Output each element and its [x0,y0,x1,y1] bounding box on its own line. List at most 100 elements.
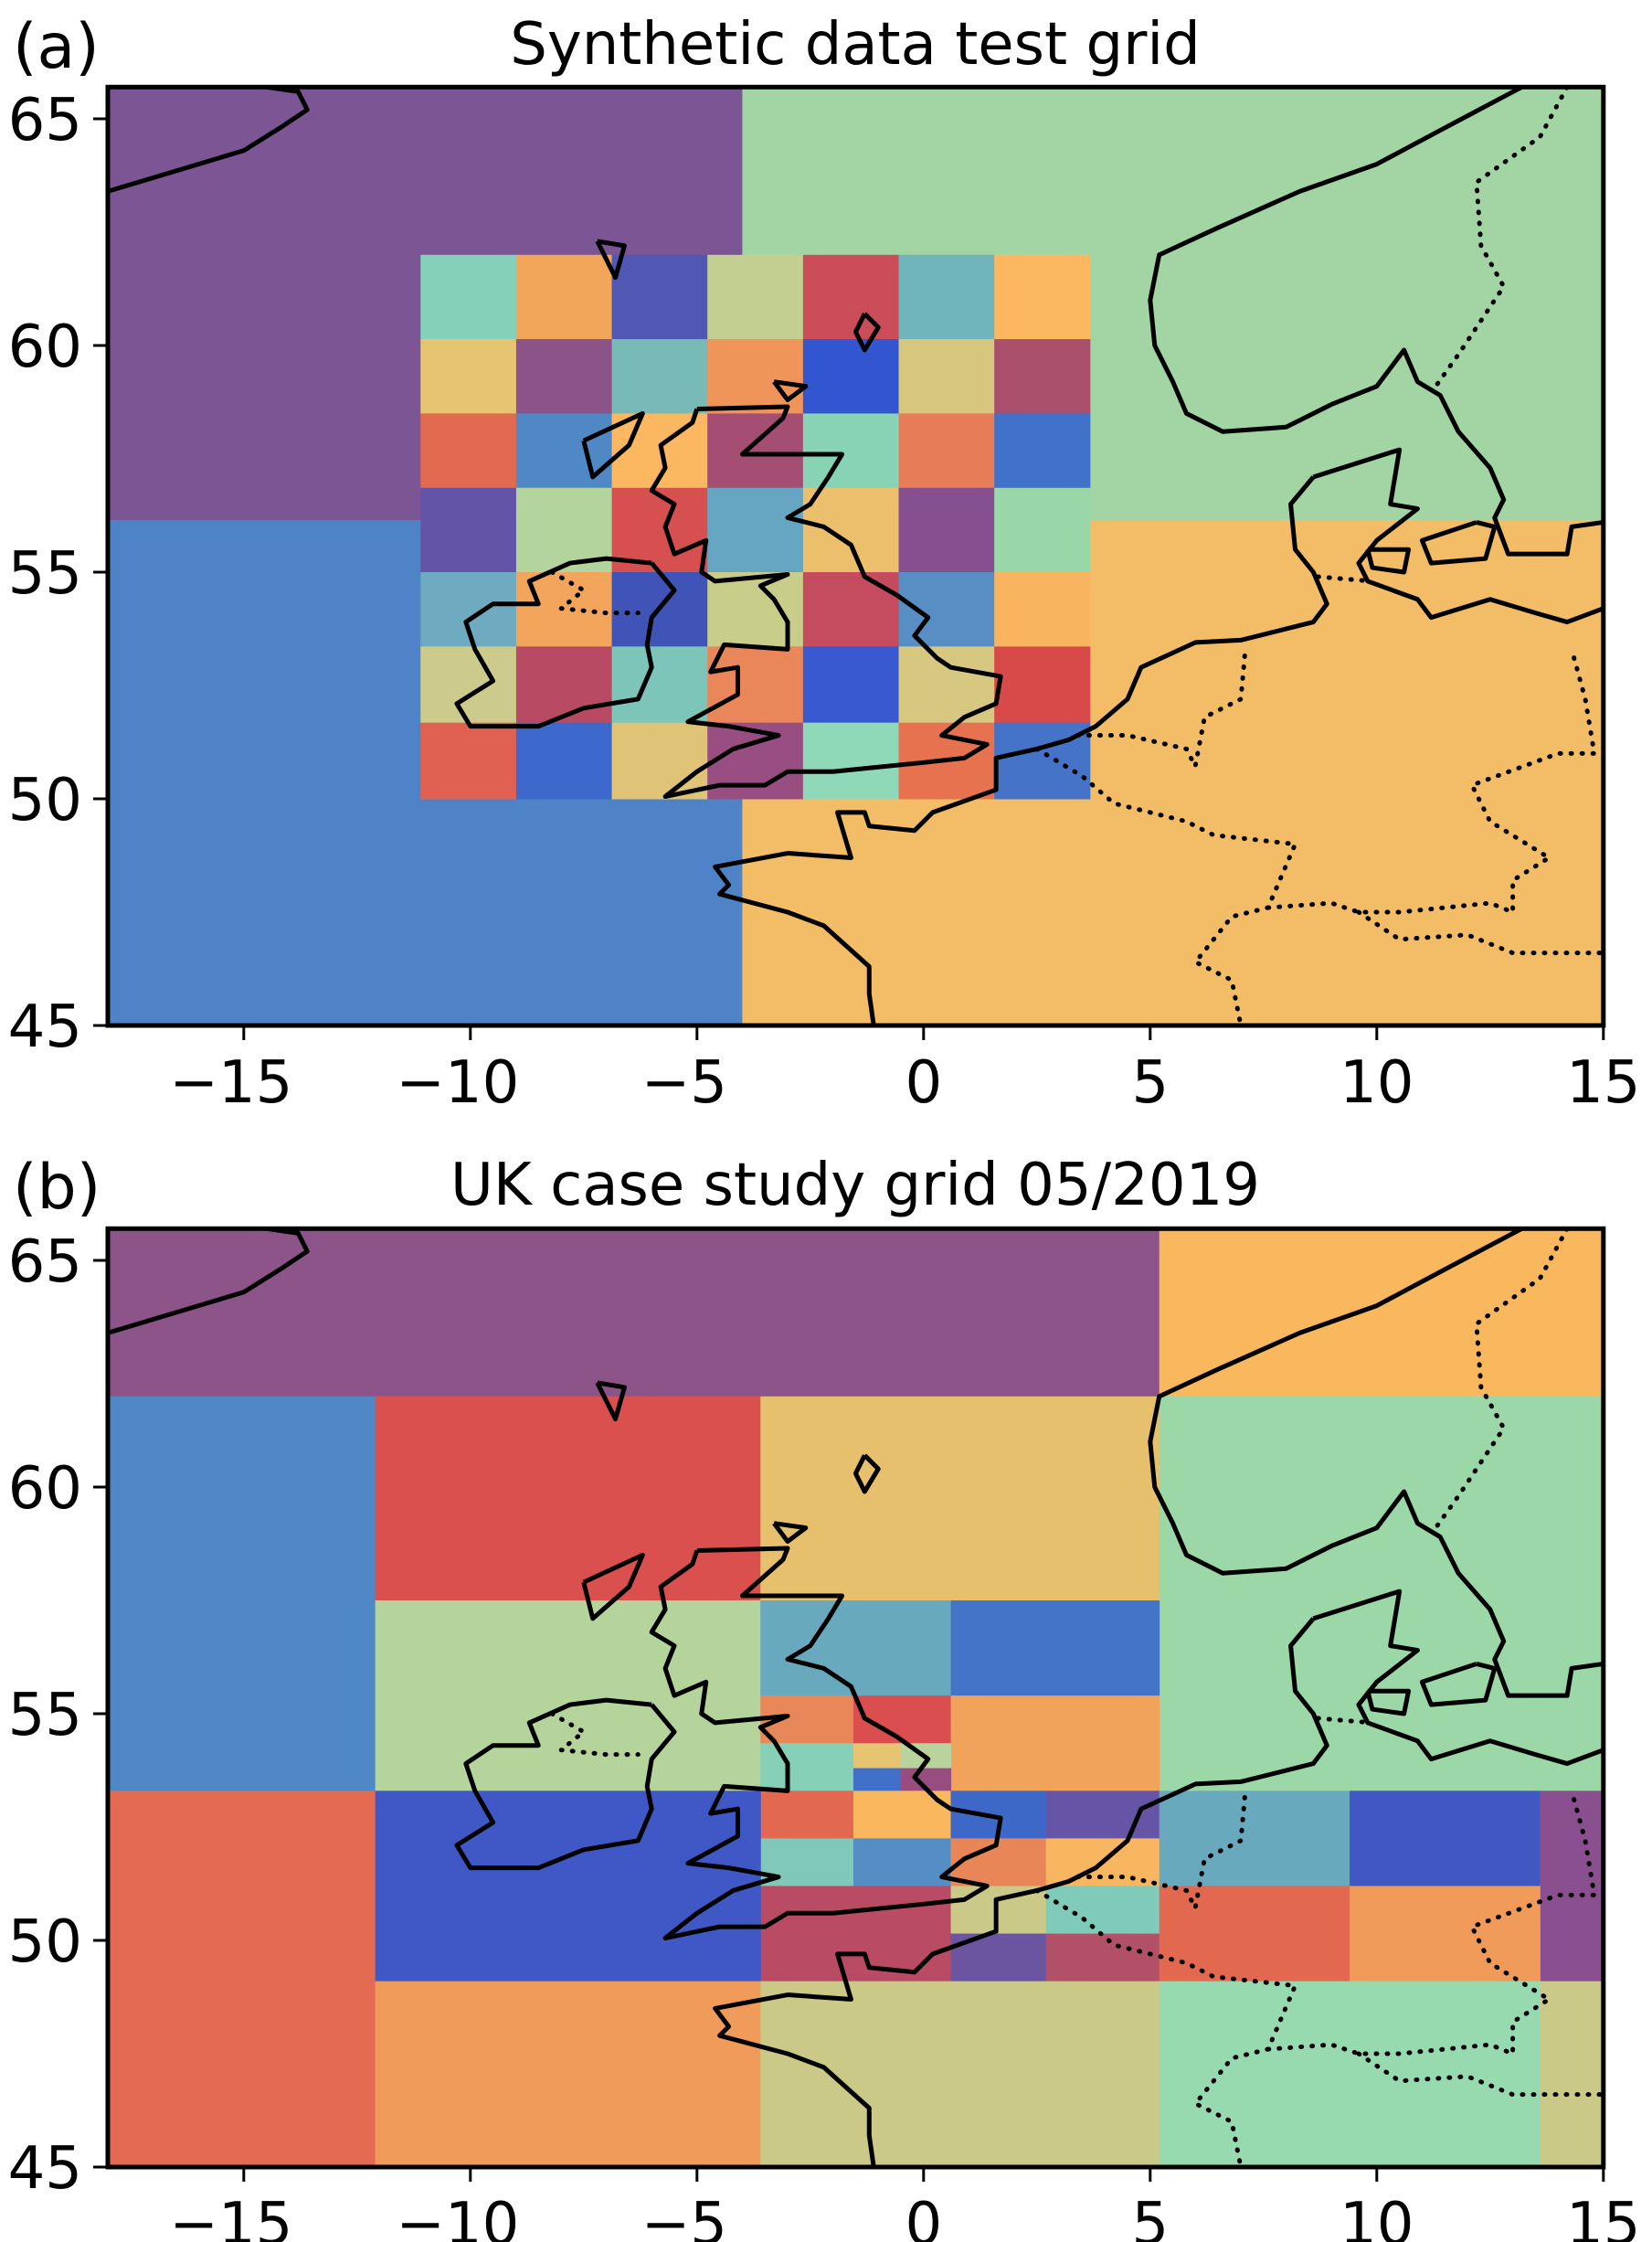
grid-cell [994,646,1091,724]
grid-cell [1159,1396,1604,1791]
grid-cell [760,1981,1160,2167]
coastline [108,88,310,194]
grid-cell [420,413,517,489]
country-border [1356,2051,1604,2098]
grid-cell [1350,1886,1541,1982]
grid-cell [950,1838,1047,1886]
grid-cell [515,413,613,489]
coastline [1365,1688,1412,1716]
grid-cell [515,646,613,724]
coastline [649,404,1003,800]
panel-title: Synthetic data test grid [510,11,1201,79]
grid-cell [707,339,804,414]
coastline [108,1229,310,1335]
coastline [649,1546,1003,1941]
coastline [454,1697,677,1871]
grid-cell [108,1790,376,2167]
x-tick-label: 15 [1566,2191,1640,2242]
x-tick-label: 5 [1131,2191,1169,2242]
grid-cell [1540,1981,1604,2167]
grid-cell [802,572,900,647]
grid-cell [760,1886,952,1982]
country-border [1265,1788,1597,2057]
grid-cell [802,646,900,724]
x-tick-label: −15 [169,1049,292,1117]
grid-cell [760,1396,1160,1601]
country-border [1315,574,1375,584]
coastline [595,1380,627,1422]
grid-cell [994,339,1091,414]
x-tick-label: −10 [396,1049,519,1117]
y-tick-label: 45 [8,2135,82,2203]
y-tick-label: 55 [8,1682,82,1749]
grid-cell [375,1790,761,1982]
grid-cell [802,339,900,414]
y-tick-label: 65 [8,87,82,154]
axes-frame [105,84,1606,1028]
country-border [1433,1229,1570,1531]
x-tick-label: −10 [396,2191,519,2242]
grid-cell [898,487,995,573]
grid-cell [420,339,517,414]
coastline [1419,1662,1498,1707]
y-tick-label: 60 [8,313,82,381]
x-tick-label: 0 [905,2191,942,2242]
grid-cell [760,1600,952,1696]
grid-cell [802,254,900,340]
grid-cell [994,413,1091,489]
grid-cell [108,1229,1160,1397]
country-border [1433,88,1570,389]
panel-label: (a) [13,11,100,83]
grid-cell [852,1838,952,1886]
coastline [581,1552,645,1621]
axes: −15 −10 −5 0 5 10 15 45 50 55 60 65 [8,1226,1641,2242]
grid-cell [1350,1790,1541,1886]
grid-cell [707,722,804,800]
y-tick-label: 60 [8,1455,82,1523]
grid-cell [515,254,613,340]
grid-cell [950,1600,1160,1696]
panel-title: UK case study grid 05/2019 [450,1152,1260,1219]
grid-cell [802,487,900,573]
grid-cells [108,88,1604,1025]
x-tick-label: −5 [641,1049,727,1117]
country-border [1315,1716,1375,1726]
grid-cell [760,1790,854,1839]
country-border [1356,909,1604,956]
grid-cell [611,254,708,340]
country-border [1034,746,1299,1025]
grid-cell [420,646,517,724]
grid-cell [852,1768,902,1791]
x-tick-label: 0 [905,1049,942,1117]
x-tick-label: 5 [1131,1049,1169,1117]
country-border [1034,1887,1299,2167]
coastline [772,379,809,403]
panel-label: (b) [13,1152,101,1224]
grid-cell [802,722,900,800]
grid-cell [852,1743,902,1769]
grid-cell [1045,1790,1160,1839]
axes: −15 −10 −5 0 5 10 15 45 50 55 60 65 [8,84,1641,1117]
country-border [1192,1788,1248,1909]
coastline [595,239,627,281]
grid-cell [802,413,900,489]
coastline [1365,547,1412,575]
grid-cell [760,1743,854,1791]
grid-cell [515,339,613,414]
country-border [1265,646,1597,916]
grid-cell [898,339,995,414]
country-border [1075,733,1198,770]
coastline [852,312,881,353]
y-tick-label: 45 [8,993,82,1061]
grid-cell [994,487,1091,573]
grid-cell [994,254,1091,340]
coastline [713,475,1329,1025]
grid-cell [1159,1886,1350,1982]
coastlines [108,88,1604,1025]
grid-cell [611,646,708,724]
grid-cell [420,487,517,573]
y-tick-label: 50 [8,767,82,834]
coastline [581,410,645,480]
grid-cell [707,487,804,573]
y-tick-label: 55 [8,540,82,608]
